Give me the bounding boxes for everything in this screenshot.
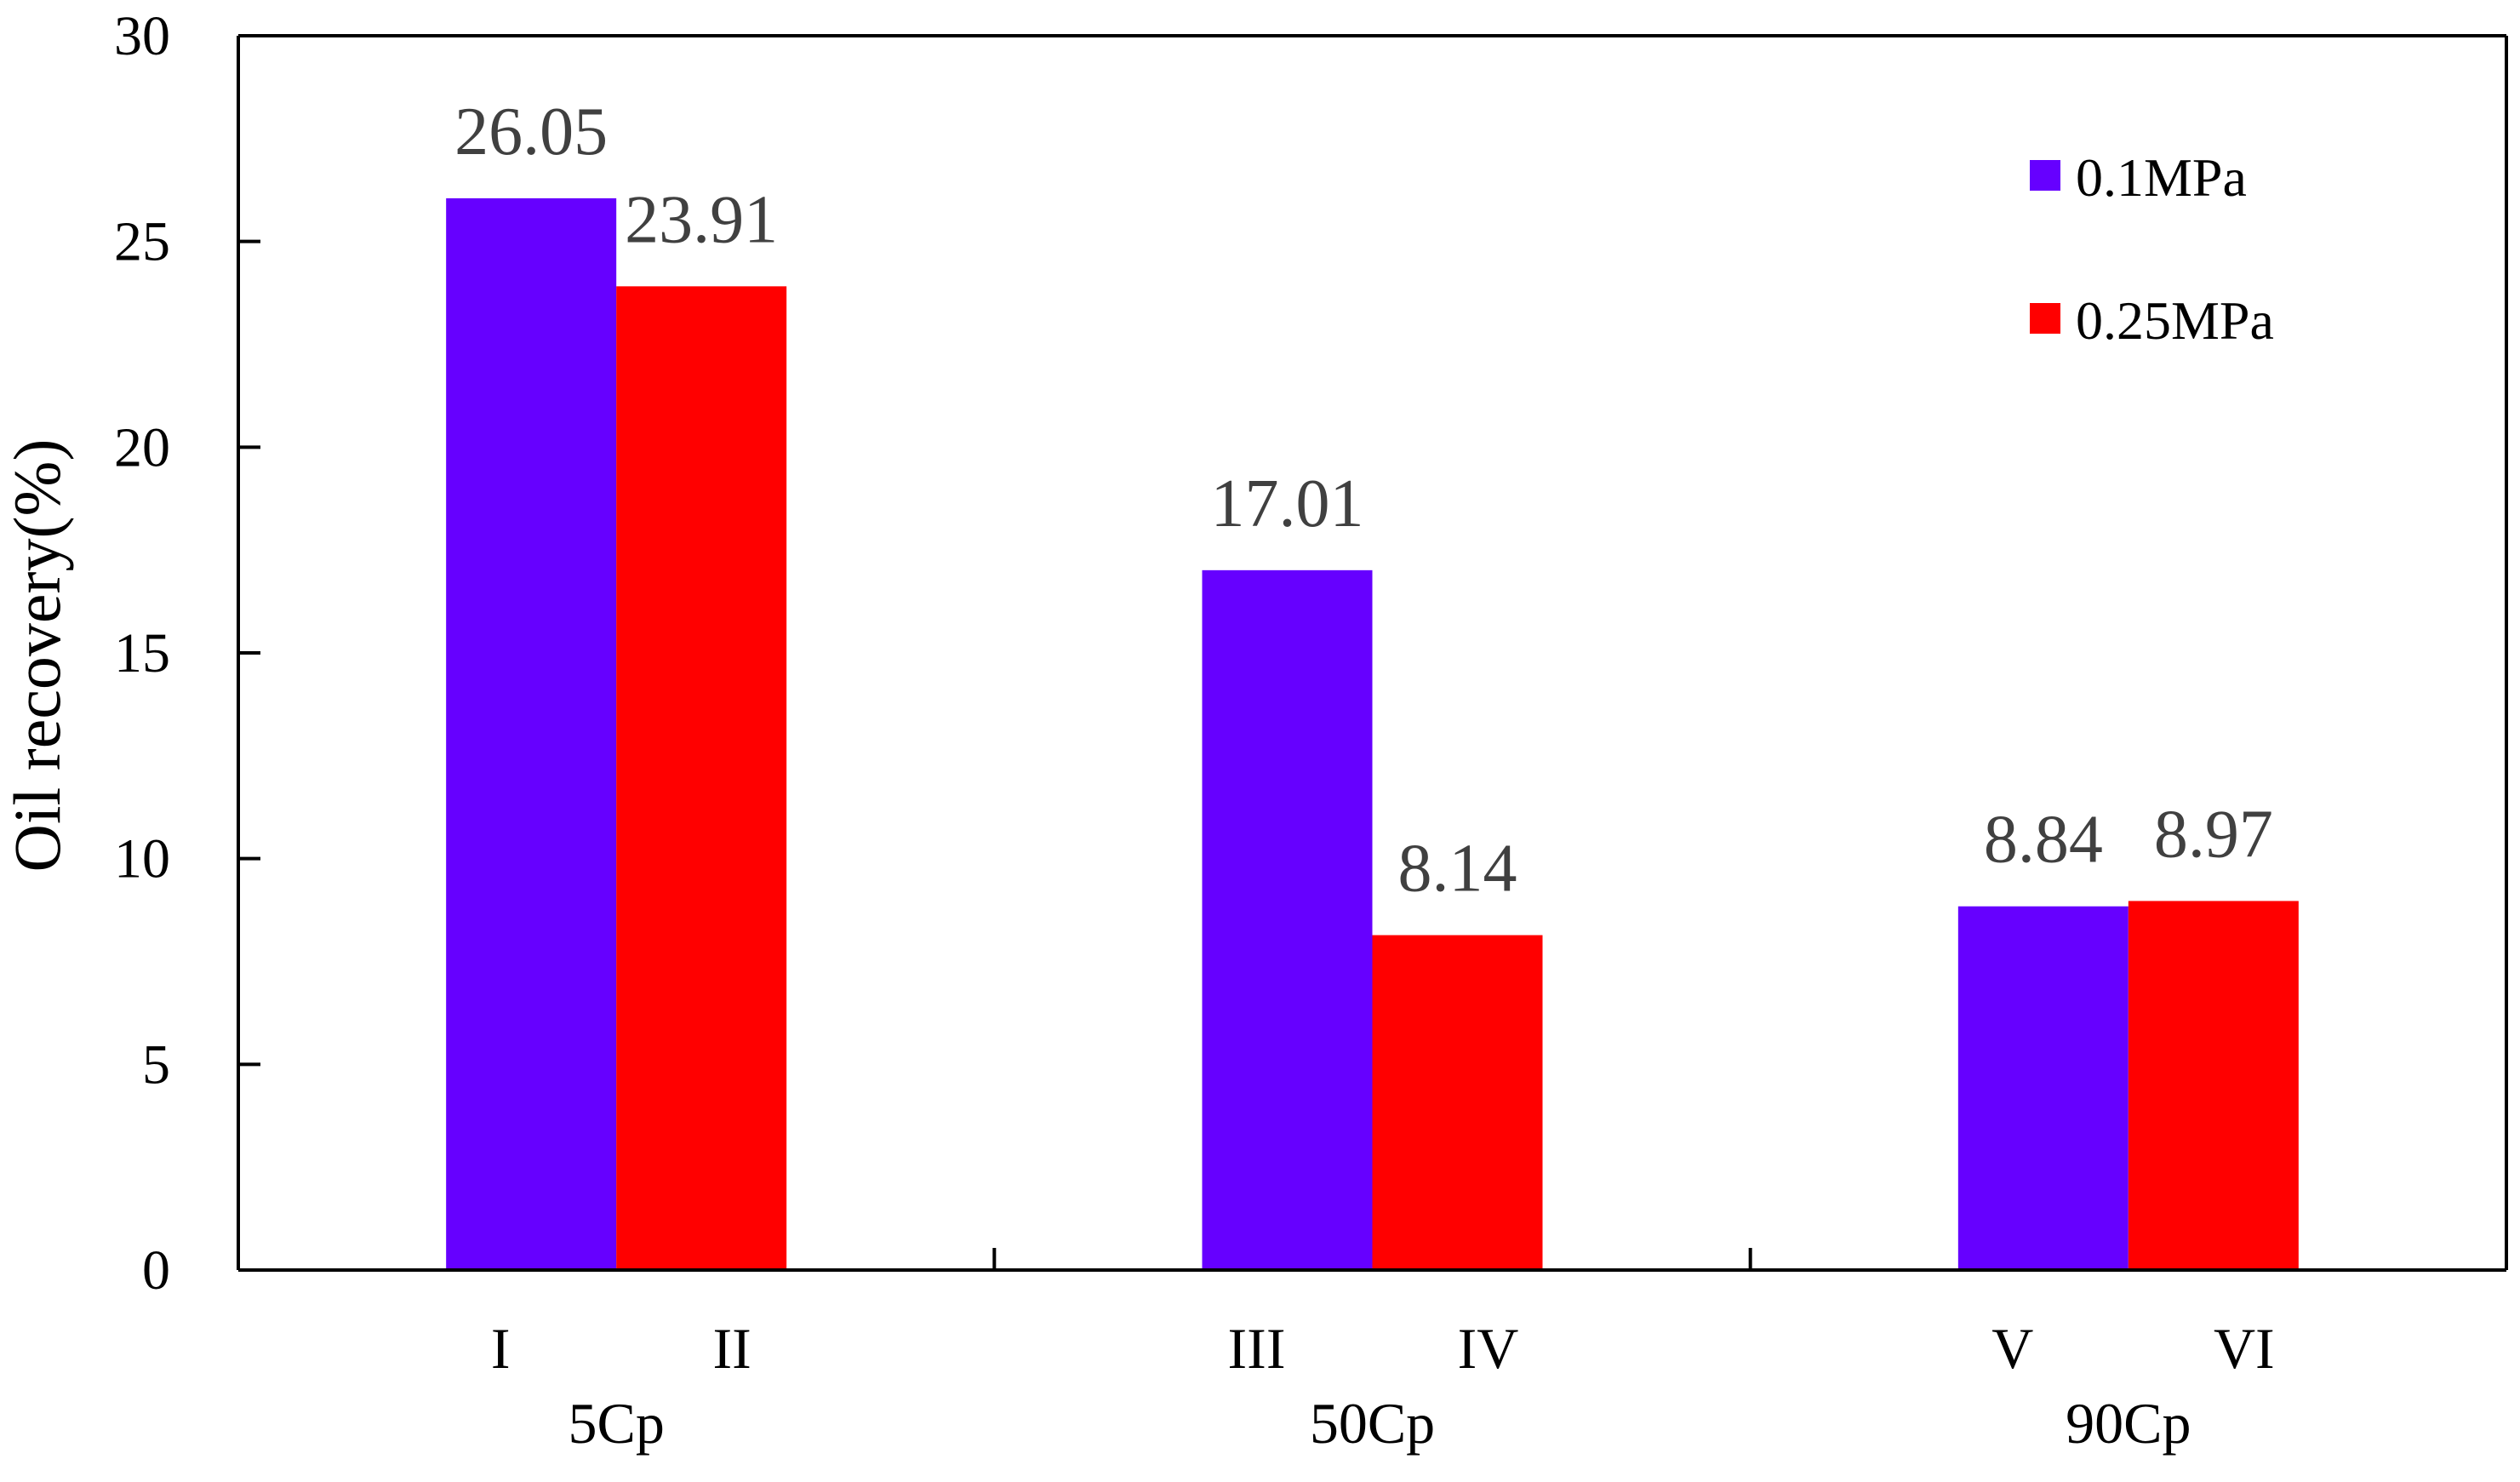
- bar-value-label: 8.14: [1398, 832, 1517, 907]
- y-tick-label: 20: [114, 416, 170, 478]
- y-tick-label: 15: [114, 622, 170, 684]
- y-axis-label: Oil recovery(%): [0, 439, 74, 873]
- category-label: 5Cp: [568, 1391, 664, 1456]
- category-label: 90Cp: [2066, 1391, 2191, 1456]
- legend: 0.1MPa 0.25MPa: [2030, 147, 2274, 351]
- legend-swatch: [2030, 303, 2060, 334]
- legend-label: 0.1MPa: [2076, 147, 2247, 208]
- legend-label: 0.25MPa: [2076, 290, 2274, 351]
- y-tick-label: 0: [142, 1239, 170, 1302]
- bar: [1957, 906, 2129, 1268]
- bar-roman-label: VI: [2214, 1316, 2275, 1381]
- bar-value-label: 8.97: [2154, 797, 2273, 872]
- bar-roman-label: IV: [1458, 1316, 1519, 1381]
- y-axis: 0 5 10 15 20 25 30: [114, 5, 260, 1302]
- bar: [446, 197, 617, 1269]
- bar-value-label: 17.01: [1211, 466, 1364, 541]
- bar: [2128, 901, 2299, 1268]
- bar-value-label: 23.91: [625, 182, 778, 257]
- y-tick-label: 30: [114, 5, 170, 67]
- bars-group: [446, 197, 2299, 1269]
- y-tick-label: 10: [114, 828, 170, 890]
- bar-value-label: 8.84: [1984, 803, 2103, 878]
- y-tick-label: 25: [114, 211, 170, 273]
- bar-roman-label: V: [1991, 1316, 2033, 1381]
- bar-roman-label: II: [713, 1316, 751, 1381]
- bar: [1202, 569, 1373, 1268]
- bar-value-label: 26.05: [454, 94, 608, 169]
- category-label: 50Cp: [1310, 1391, 1435, 1456]
- bar-roman-label: I: [491, 1316, 511, 1381]
- bar: [616, 286, 787, 1269]
- y-tick-label: 5: [142, 1033, 170, 1096]
- bar-roman-label: III: [1228, 1316, 1286, 1381]
- bar: [1372, 935, 1543, 1268]
- legend-swatch: [2030, 160, 2060, 191]
